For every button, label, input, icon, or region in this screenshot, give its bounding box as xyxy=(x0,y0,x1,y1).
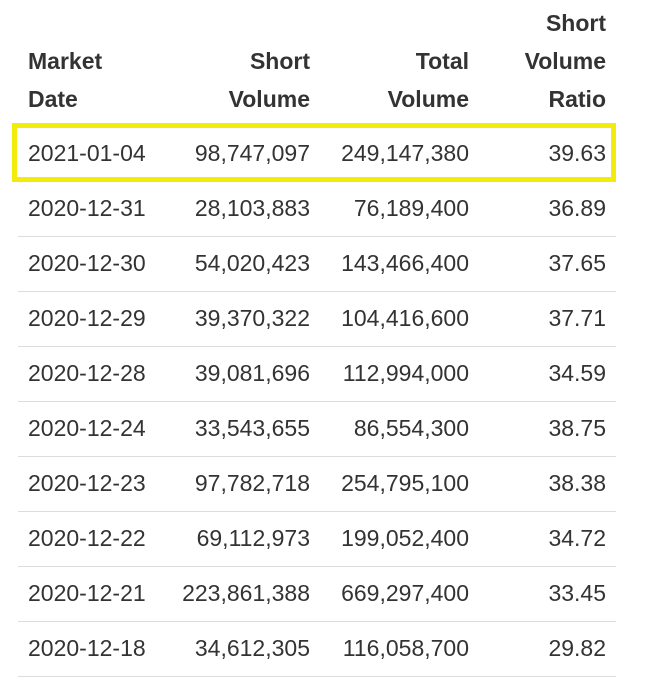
cell-total-volume: 669,297,400 xyxy=(320,566,479,622)
cell-short-volume-ratio: 38.38 xyxy=(479,456,616,512)
cell-market-date: 2020-12-22 xyxy=(18,511,160,567)
header-market-date-line-1: Market xyxy=(28,47,103,74)
header-market-date[interactable]: Market Date xyxy=(18,0,160,127)
cell-market-date: 2020-12-24 xyxy=(18,401,160,457)
cell-market-date: 2020-12-18 xyxy=(18,621,160,677)
header-row: Market Date Short Volume Total Volume Sh… xyxy=(18,0,616,127)
cell-short-volume-ratio: 39.63 xyxy=(479,126,616,182)
table-body: 2021-01-04 98,747,097 249,147,380 39.63 … xyxy=(18,126,616,677)
table-row: 2020-12-28 39,081,696 112,994,000 34.59 xyxy=(18,346,616,402)
cell-total-volume: 249,147,380 xyxy=(320,126,479,182)
cell-market-date: 2020-12-28 xyxy=(18,346,160,402)
cell-short-volume-ratio: 29.82 xyxy=(479,621,616,677)
header-short-volume-line-2: Volume xyxy=(228,85,310,112)
cell-short-volume: 69,112,973 xyxy=(160,511,320,567)
table-row: 2020-12-23 97,782,718 254,795,100 38.38 xyxy=(18,456,616,512)
cell-total-volume: 104,416,600 xyxy=(320,291,479,347)
cell-short-volume: 98,747,097 xyxy=(160,126,320,182)
table-header: Market Date Short Volume Total Volume Sh… xyxy=(18,0,616,127)
cell-short-volume: 33,543,655 xyxy=(160,401,320,457)
cell-short-volume: 54,020,423 xyxy=(160,236,320,292)
cell-short-volume-ratio: 33.45 xyxy=(479,566,616,622)
cell-market-date: 2021-01-04 xyxy=(18,126,160,182)
table-row: 2020-12-22 69,112,973 199,052,400 34.72 xyxy=(18,511,616,567)
header-short-volume[interactable]: Short Volume xyxy=(160,0,320,127)
cell-market-date: 2020-12-21 xyxy=(18,566,160,622)
cell-short-volume: 28,103,883 xyxy=(160,181,320,237)
cell-short-volume-ratio: 34.72 xyxy=(479,511,616,567)
header-market-date-line-2: Date xyxy=(28,85,78,112)
table-row: 2020-12-29 39,370,322 104,416,600 37.71 xyxy=(18,291,616,347)
header-total-volume[interactable]: Total Volume xyxy=(320,0,479,127)
header-total-volume-line-1: Total xyxy=(415,47,469,74)
cell-short-volume: 223,861,388 xyxy=(160,566,320,622)
cell-total-volume: 112,994,000 xyxy=(320,346,479,402)
cell-short-volume: 97,782,718 xyxy=(160,456,320,512)
header-total-volume-line-2: Volume xyxy=(387,85,469,112)
table-row: 2020-12-31 28,103,883 76,189,400 36.89 xyxy=(18,181,616,237)
table-row: 2021-01-04 98,747,097 249,147,380 39.63 xyxy=(18,126,616,182)
cell-total-volume: 199,052,400 xyxy=(320,511,479,567)
header-ratio-line-3: Ratio xyxy=(548,85,607,112)
header-short-volume-line-1: Short xyxy=(249,47,310,74)
table-row: 2020-12-24 33,543,655 86,554,300 38.75 xyxy=(18,401,616,457)
cell-short-volume-ratio: 36.89 xyxy=(479,181,616,237)
cell-short-volume: 39,370,322 xyxy=(160,291,320,347)
header-ratio-line-2: Volume xyxy=(524,47,606,74)
cell-short-volume: 39,081,696 xyxy=(160,346,320,402)
cell-short-volume-ratio: 37.65 xyxy=(479,236,616,292)
header-short-volume-ratio[interactable]: Short Volume Ratio xyxy=(479,0,616,127)
cell-total-volume: 76,189,400 xyxy=(320,181,479,237)
table-row: 2020-12-18 34,612,305 116,058,700 29.82 xyxy=(18,621,616,677)
cell-total-volume: 86,554,300 xyxy=(320,401,479,457)
table-row: 2020-12-30 54,020,423 143,466,400 37.65 xyxy=(18,236,616,292)
cell-short-volume: 34,612,305 xyxy=(160,621,320,677)
cell-total-volume: 254,795,100 xyxy=(320,456,479,512)
cell-market-date: 2020-12-31 xyxy=(18,181,160,237)
cell-market-date: 2020-12-30 xyxy=(18,236,160,292)
table-row: 2020-12-21 223,861,388 669,297,400 33.45 xyxy=(18,566,616,622)
cell-short-volume-ratio: 34.59 xyxy=(479,346,616,402)
cell-short-volume-ratio: 38.75 xyxy=(479,401,616,457)
header-ratio-line-1: Short xyxy=(545,9,606,36)
cell-total-volume: 116,058,700 xyxy=(320,621,479,677)
cell-market-date: 2020-12-29 xyxy=(18,291,160,347)
cell-total-volume: 143,466,400 xyxy=(320,236,479,292)
cell-short-volume-ratio: 37.71 xyxy=(479,291,616,347)
cell-market-date: 2020-12-23 xyxy=(18,456,160,512)
short-volume-table: Market Date Short Volume Total Volume Sh… xyxy=(18,0,616,677)
